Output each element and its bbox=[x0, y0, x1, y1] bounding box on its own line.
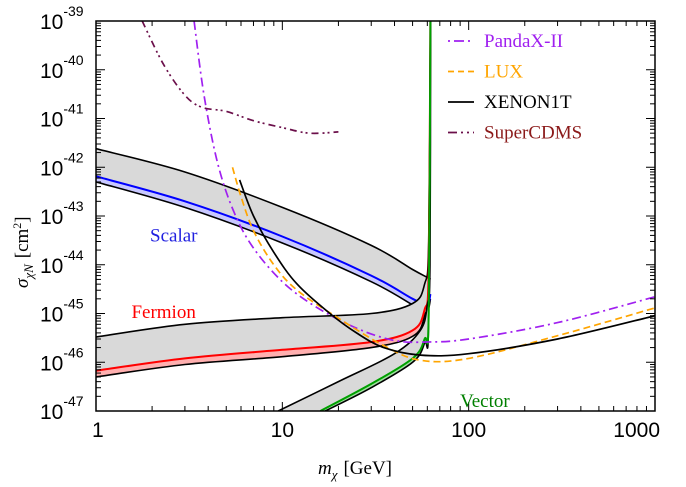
band-label-fermion: Fermion bbox=[131, 302, 196, 323]
xenon1t-curve bbox=[238, 179, 655, 357]
legend-label: SuperCDMS bbox=[484, 123, 582, 144]
y-tick-label: 10-41 bbox=[40, 101, 84, 132]
x-axis-label: mχ [GeV] bbox=[318, 458, 392, 482]
y-tick-label: 10-47 bbox=[40, 393, 84, 424]
x-tick-label: 10 bbox=[271, 419, 294, 442]
y-tick-label: 10-43 bbox=[40, 198, 84, 229]
legend-label: LUX bbox=[484, 62, 523, 83]
y-tick-label: 10-42 bbox=[40, 149, 84, 180]
legend-label: PandaX-II bbox=[484, 31, 563, 52]
legend-item-lux: LUX bbox=[448, 62, 523, 83]
x-tick-label: 100 bbox=[451, 419, 486, 442]
band-label-vector: Vector bbox=[460, 391, 510, 412]
ticks-layer bbox=[95, 21, 655, 412]
annotations: Scalar Fermion Vector bbox=[131, 225, 510, 412]
legend-item-xenon1t: XENON1T bbox=[448, 92, 572, 113]
legend-item-supercdms: SuperCDMS bbox=[448, 123, 582, 144]
vector-central-line bbox=[319, 21, 432, 411]
y-tick-label: 10-46 bbox=[40, 344, 84, 375]
pandax-ii-curve bbox=[193, 21, 655, 344]
fermion-band-fill bbox=[96, 21, 431, 377]
x-tick-label: 1 bbox=[92, 419, 104, 442]
scalar-band bbox=[96, 147, 432, 313]
scalar-inner-fill bbox=[96, 176, 431, 312]
legend-item-pandax-ii: PandaX-II bbox=[448, 31, 563, 52]
legend-label: XENON1T bbox=[484, 92, 572, 113]
tick-labels: 1 10 100 1000 10-39 10-40 10-41 10-42 10-43 10-44… bbox=[40, 3, 660, 442]
x-tick-label: 1000 bbox=[613, 419, 660, 442]
y-tick-label: 10-44 bbox=[40, 247, 84, 278]
band-label-scalar: Scalar bbox=[150, 225, 198, 246]
supercdms-curve bbox=[141, 21, 339, 135]
y-tick-label: 10-39 bbox=[40, 3, 84, 34]
bands-layer bbox=[96, 21, 432, 411]
legend: PandaX-II LUX XENON1T SuperCDMS bbox=[448, 31, 582, 144]
series-layer bbox=[141, 21, 655, 363]
y-tick-label: 10-40 bbox=[40, 52, 84, 83]
y-axis-label: σχN[cm2] bbox=[10, 216, 36, 288]
y-tick-label: 10-45 bbox=[40, 296, 84, 327]
fermion-band bbox=[96, 21, 432, 378]
fermion-inner-fill bbox=[96, 21, 431, 377]
